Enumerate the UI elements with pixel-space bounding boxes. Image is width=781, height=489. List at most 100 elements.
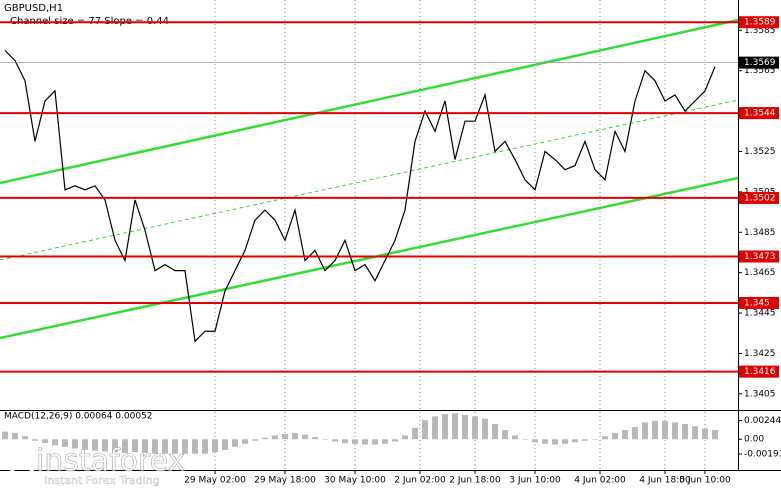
histogram-bar — [392, 439, 398, 442]
histogram-bar — [102, 439, 108, 452]
macd-title: MACD(12,26,9) 0.00064 0.00052 — [4, 412, 153, 422]
y-tick-label: -0.00193 — [744, 449, 781, 459]
watermark-slogan: Instant Forex Trading — [44, 474, 160, 487]
level-label: 1.3502 — [744, 193, 776, 203]
y-tick-label: 0.00 — [744, 435, 764, 445]
histogram-bar — [182, 439, 188, 454]
x-tick-label: 2 Jun 18:00 — [449, 476, 501, 486]
histogram-bar — [162, 439, 168, 454]
x-tick-label: 3 Jun 10:00 — [509, 476, 561, 486]
y-tick-label: 1.3565 — [744, 66, 776, 76]
histogram-bar — [232, 439, 238, 447]
last-price-bg — [739, 56, 779, 69]
histogram-bar — [202, 439, 208, 454]
histogram-bar — [292, 433, 298, 440]
y-tick-label: 1.3585 — [744, 26, 776, 36]
histogram-bar — [412, 427, 418, 440]
histogram-bar — [302, 434, 308, 440]
x-tick-label: 30 May 10:00 — [324, 476, 386, 486]
histogram-bar — [452, 413, 458, 440]
histogram-bar — [562, 439, 568, 444]
histogram-bar — [332, 439, 338, 442]
histogram-bar — [602, 436, 608, 440]
histogram-bar — [32, 439, 38, 441]
level-label-bg — [739, 296, 779, 309]
histogram-bar — [402, 435, 408, 440]
last-price-label: 1.3569 — [744, 58, 776, 68]
histogram-bar — [22, 436, 28, 440]
histogram-bar — [712, 430, 718, 440]
level-label: 1.3473 — [744, 252, 776, 262]
x-tick-label: 4 Jun 02:00 — [574, 476, 626, 486]
histogram-bar — [482, 418, 488, 440]
x-tick-label: 5 Jun 10:00 — [679, 476, 731, 486]
histogram-bar — [62, 439, 68, 447]
histogram-bar — [362, 439, 368, 445]
histogram-bar — [12, 433, 18, 440]
histogram-bar — [682, 423, 688, 440]
histogram-bar — [222, 439, 228, 450]
watermark-logo — [7, 447, 37, 477]
histogram-bar — [642, 422, 648, 440]
histogram-bar — [82, 439, 88, 450]
histogram-bar — [42, 439, 48, 444]
histogram-bar — [252, 439, 258, 441]
y-tick-label: 0.00244 — [744, 416, 781, 426]
histogram-bar — [612, 433, 618, 440]
level-label-bg — [739, 107, 779, 120]
histogram-bar — [272, 435, 278, 440]
histogram-bar — [192, 439, 198, 454]
histogram-bar — [662, 420, 668, 440]
x-tick-label: 2 Jun 02:00 — [394, 476, 446, 486]
histogram-bar — [2, 431, 8, 440]
watermark-brand: instaforex — [36, 444, 185, 479]
y-tick-label: 1.3525 — [744, 147, 776, 157]
histogram-bar — [532, 439, 538, 443]
level-label: 1.3589 — [744, 18, 776, 28]
histogram-bar — [622, 430, 628, 440]
channel-lower — [0, 176, 739, 340]
histogram-bar — [592, 439, 598, 440]
histogram-bar — [72, 439, 78, 449]
level-label-bg — [739, 365, 779, 378]
level-label-bg — [739, 16, 779, 29]
y-tick-label: 1.3425 — [744, 349, 776, 359]
histogram-bar — [522, 439, 528, 440]
histogram-bar — [672, 422, 678, 440]
y-tick-label: 1.3405 — [744, 389, 776, 399]
histogram-bar — [442, 414, 448, 440]
histogram-bar — [172, 439, 178, 454]
y-tick-label: 1.3445 — [744, 309, 776, 319]
histogram-bar — [512, 435, 518, 440]
histogram-bar — [542, 439, 548, 444]
level-label-bg — [739, 191, 779, 204]
level-label: 1.3416 — [744, 367, 776, 377]
histogram-bar — [242, 439, 248, 444]
histogram-bar — [312, 436, 318, 440]
histogram-bar — [262, 437, 268, 440]
histogram-bar — [282, 433, 288, 440]
histogram-bar — [372, 439, 378, 445]
histogram-bar — [352, 439, 358, 444]
x-tick-label: 29 May 02:00 — [184, 476, 246, 486]
histogram-bar — [142, 439, 148, 453]
histogram-bar — [422, 420, 428, 440]
x-tick-label: 4 Jun 18:00 — [639, 476, 691, 486]
histogram-bar — [322, 439, 328, 440]
histogram-bar — [552, 439, 558, 445]
histogram-bar — [132, 439, 138, 453]
channel-upper — [0, 18, 739, 185]
histogram-bar — [432, 416, 438, 440]
y-tick-label: 1.3485 — [744, 228, 776, 238]
histogram-bar — [382, 439, 388, 444]
histogram-bar — [462, 414, 468, 440]
level-label-bg — [739, 250, 779, 263]
histogram-bar — [52, 439, 58, 446]
level-label: 1.3544 — [744, 109, 776, 119]
histogram-bar — [572, 439, 578, 443]
histogram-bar — [702, 428, 708, 440]
histogram-bar — [92, 439, 98, 451]
